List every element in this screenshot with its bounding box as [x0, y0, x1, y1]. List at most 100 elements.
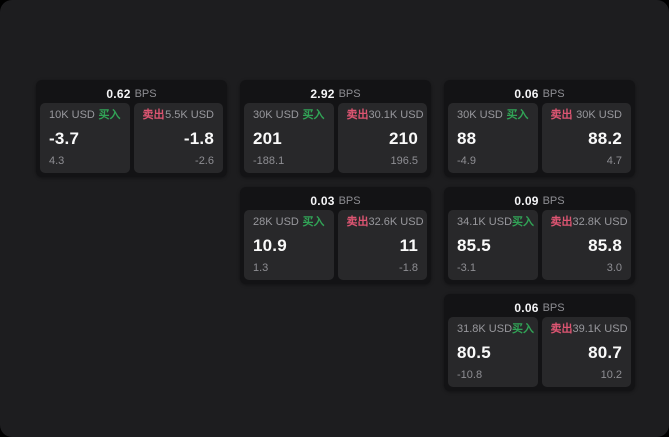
sell-quote-panel[interactable]: 卖出 30.1K USD 210 196.5	[337, 103, 427, 173]
buy-amount: 10K USD	[49, 109, 95, 121]
bps-value: 0.03	[310, 193, 335, 208]
buy-amount: 28K USD	[253, 216, 299, 228]
sell-delta: 3.0	[606, 262, 622, 274]
buy-panel-top: 30K USD 买入	[253, 110, 325, 121]
quote-panels: 30K USD 买入 88 -4.9 卖出 30K USD 88.2 4.7	[448, 103, 631, 173]
buy-side-label: 买入	[512, 323, 535, 335]
bps-value: 0.06	[514, 300, 539, 315]
sell-panel-top: 卖出 30K USD	[551, 110, 623, 121]
buy-quote-panel[interactable]: 30K USD 买入 88 -4.9	[448, 103, 538, 173]
sell-quote-panel[interactable]: 卖出 30K USD 88.2 4.7	[541, 103, 631, 173]
buy-amount: 30K USD	[253, 109, 299, 121]
buy-side-label: 买入	[302, 216, 325, 228]
sell-panel-top: 卖出 32.8K USD	[550, 216, 628, 228]
buy-panel-top: 31.8K USD 买入	[457, 323, 534, 335]
buy-side-label: 买入	[506, 109, 529, 121]
buy-side-label: 买入	[98, 109, 121, 121]
bps-unit-label: BPS	[338, 87, 361, 100]
sell-side-label: 卖出	[346, 216, 369, 228]
sell-delta: 10.2	[600, 369, 622, 381]
buy-price: 85.5	[457, 236, 491, 255]
bps-unit-label: BPS	[542, 301, 565, 314]
sell-side-label: 卖出	[550, 216, 573, 228]
sell-amount: 5.5K USD	[165, 109, 214, 121]
buy-side-label: 买入	[302, 109, 325, 121]
card-header: 0.09 BPS	[448, 191, 631, 210]
buy-panel-top: 30K USD 买入	[457, 110, 529, 121]
buy-amount: 34.1K USD	[457, 216, 513, 228]
sell-price: 11	[399, 236, 418, 255]
buy-price: 10.9	[253, 236, 287, 255]
card-header: 0.06 BPS	[448, 84, 631, 103]
sell-amount: 32.8K USD	[572, 216, 628, 228]
card-header: 0.62 BPS	[40, 84, 223, 103]
card-header: 0.03 BPS	[244, 191, 427, 210]
bps-unit-label: BPS	[338, 194, 361, 207]
sell-quote-panel[interactable]: 卖出 39.1K USD 80.7 10.2	[541, 317, 631, 387]
buy-panel-top: 34.1K USD 买入	[457, 216, 534, 228]
quote-cards-grid: 0.62 BPS 10K USD 买入 -3.7 4.3 卖出 5.5K USD…	[36, 80, 635, 391]
buy-amount: 30K USD	[457, 109, 503, 121]
bps-unit-label: BPS	[134, 87, 157, 100]
sell-price: 80.7	[588, 343, 622, 362]
buy-quote-panel[interactable]: 31.8K USD 买入 80.5 -10.8	[448, 317, 538, 387]
sell-panel-top: 卖出 5.5K USD	[143, 110, 215, 121]
buy-delta: -10.8	[457, 369, 483, 381]
sell-amount: 30.1K USD	[368, 109, 424, 121]
sell-panel-top: 卖出 32.6K USD	[346, 216, 424, 228]
sell-price: -1.8	[183, 129, 214, 148]
buy-delta: 1.3	[253, 262, 269, 274]
sell-amount: 32.6K USD	[368, 216, 424, 228]
buy-price: 80.5	[457, 343, 491, 362]
card-header: 0.06 BPS	[448, 298, 631, 317]
sell-delta: -2.6	[195, 155, 214, 167]
bps-value: 0.09	[514, 193, 539, 208]
quote-panels: 34.1K USD 买入 85.5 -3.1 卖出 32.8K USD 85.8…	[448, 210, 631, 280]
sell-quote-panel[interactable]: 卖出 32.8K USD 85.8 3.0	[541, 210, 631, 280]
buy-quote-panel[interactable]: 30K USD 买入 201 -188.1	[244, 103, 334, 173]
card-header: 2.92 BPS	[244, 84, 427, 103]
bps-unit-label: BPS	[542, 194, 565, 207]
quote-panels: 31.8K USD 买入 80.5 -10.8 卖出 39.1K USD 80.…	[448, 317, 631, 387]
quote-card[interactable]: 0.03 BPS 28K USD 买入 10.9 1.3 卖出 32.6K US…	[240, 187, 431, 284]
buy-quote-panel[interactable]: 10K USD 买入 -3.7 4.3	[40, 103, 130, 173]
buy-price: 201	[253, 129, 282, 148]
buy-delta: -188.1	[253, 155, 285, 167]
sell-delta: 196.5	[390, 155, 418, 167]
buy-quote-panel[interactable]: 34.1K USD 买入 85.5 -3.1	[448, 210, 538, 280]
buy-quote-panel[interactable]: 28K USD 买入 10.9 1.3	[244, 210, 334, 280]
sell-quote-panel[interactable]: 卖出 32.6K USD 11 -1.8	[337, 210, 427, 280]
buy-delta: 4.3	[49, 155, 65, 167]
sell-delta: 4.7	[606, 155, 622, 167]
quote-card[interactable]: 0.09 BPS 34.1K USD 买入 85.5 -3.1 卖出 32.8K…	[444, 187, 635, 284]
bps-value: 2.92	[310, 86, 335, 101]
sell-side-label: 卖出	[346, 109, 369, 121]
buy-panel-top: 28K USD 买入	[253, 217, 325, 228]
sell-panel-top: 卖出 39.1K USD	[550, 323, 628, 335]
buy-panel-top: 10K USD 买入	[49, 110, 121, 121]
buy-side-label: 买入	[512, 216, 535, 228]
bps-unit-label: BPS	[542, 87, 565, 100]
sell-amount: 39.1K USD	[572, 323, 628, 335]
bps-value: 0.62	[106, 86, 131, 101]
buy-amount: 31.8K USD	[457, 323, 513, 335]
sell-price: 210	[389, 129, 418, 148]
sell-side-label: 卖出	[550, 109, 573, 121]
sell-side-label: 卖出	[550, 323, 573, 335]
quote-panels: 28K USD 买入 10.9 1.3 卖出 32.6K USD 11 -1.8	[244, 210, 427, 280]
quote-panels: 30K USD 买入 201 -188.1 卖出 30.1K USD 210 1…	[244, 103, 427, 173]
quote-card[interactable]: 2.92 BPS 30K USD 买入 201 -188.1 卖出 30.1K …	[240, 80, 431, 177]
buy-delta: -4.9	[457, 155, 476, 167]
sell-panel-top: 卖出 30.1K USD	[346, 109, 424, 121]
sell-price: 88.2	[588, 129, 622, 148]
quote-card[interactable]: 0.06 BPS 30K USD 买入 88 -4.9 卖出 30K USD 8…	[444, 80, 635, 177]
sell-amount: 30K USD	[576, 109, 622, 121]
buy-price: -3.7	[49, 129, 80, 148]
sell-side-label: 卖出	[142, 109, 165, 121]
sell-delta: -1.8	[399, 262, 418, 274]
quote-card[interactable]: 0.62 BPS 10K USD 买入 -3.7 4.3 卖出 5.5K USD…	[36, 80, 227, 177]
quote-card[interactable]: 0.06 BPS 31.8K USD 买入 80.5 -10.8 卖出 39.1…	[444, 294, 635, 391]
sell-quote-panel[interactable]: 卖出 5.5K USD -1.8 -2.6	[133, 103, 223, 173]
quote-panels: 10K USD 买入 -3.7 4.3 卖出 5.5K USD -1.8 -2.…	[40, 103, 223, 173]
